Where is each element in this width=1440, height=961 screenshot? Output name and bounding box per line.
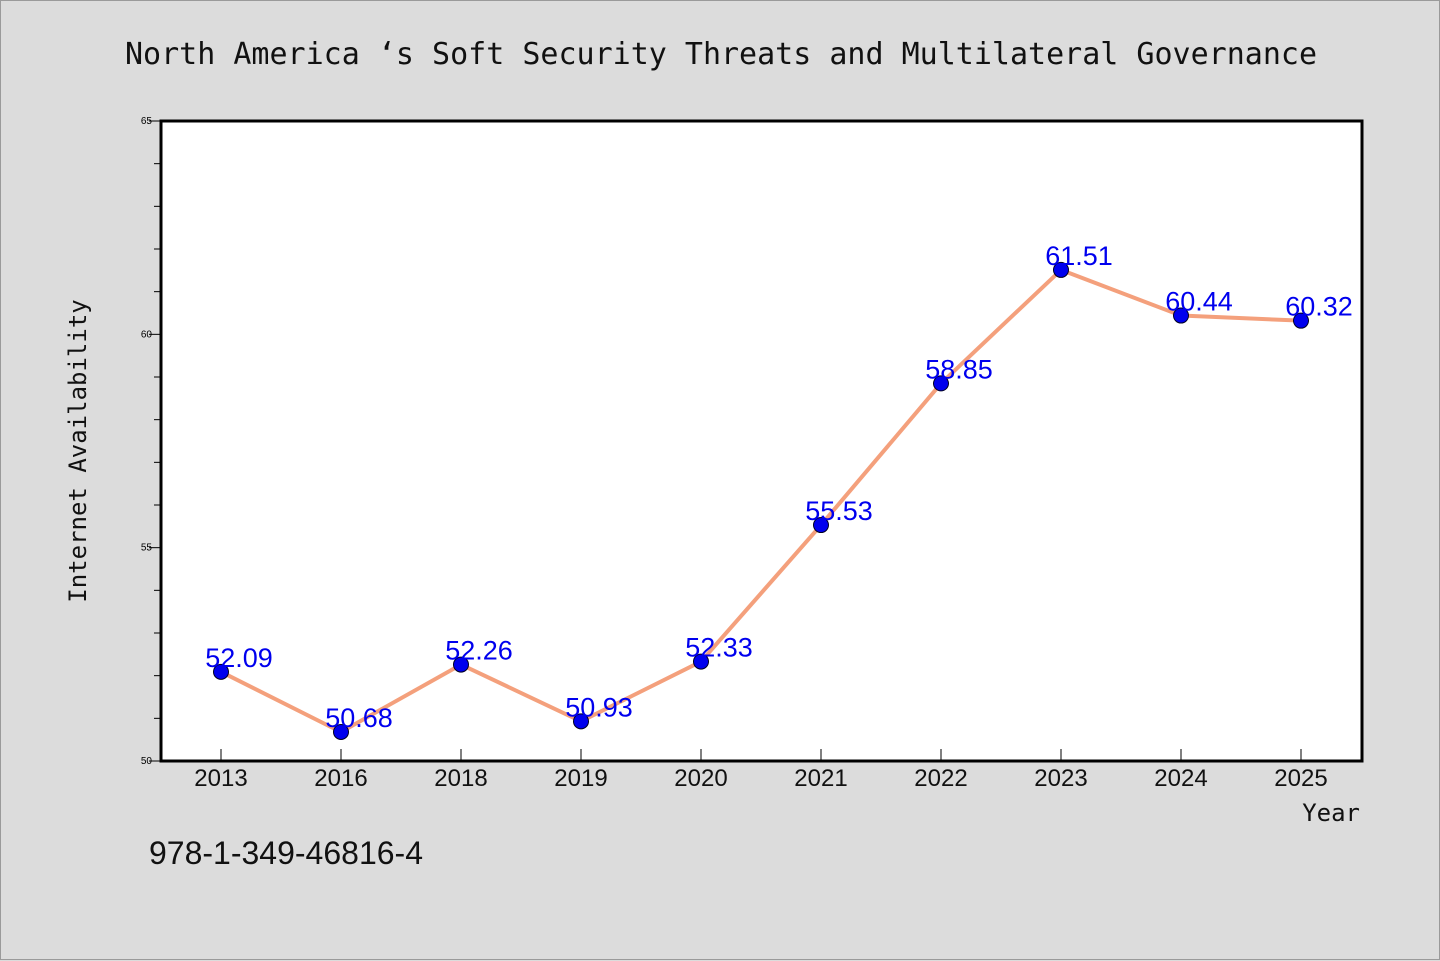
data-point <box>333 723 349 740</box>
y-tick-label: 65 <box>141 116 153 127</box>
data-point <box>693 653 709 670</box>
y-tick-label: 55 <box>141 543 153 554</box>
x-tick-label: 2016 <box>314 765 367 792</box>
x-tick-label: 2018 <box>434 765 487 792</box>
x-tick-label: 2024 <box>1154 765 1207 792</box>
y-axis: 50 55 60 65 <box>141 116 161 767</box>
chart-title: North America ‘s Soft Security Threats a… <box>124 37 1318 72</box>
data-point <box>933 375 949 392</box>
data-label: 50.68 <box>325 703 393 733</box>
x-tick-label: 2025 <box>1274 765 1327 792</box>
data-label: 52.26 <box>445 636 513 666</box>
series-line <box>220 267 1302 734</box>
x-axis-label: Year <box>1302 799 1360 827</box>
x-tick-label: 2019 <box>554 765 607 792</box>
data-label: 52.33 <box>685 633 753 663</box>
data-point <box>453 656 469 673</box>
data-label: 60.32 <box>1285 292 1353 322</box>
data-label: 61.51 <box>1045 241 1113 271</box>
data-label: 58.85 <box>925 354 993 384</box>
plot-frame <box>159 119 1364 763</box>
y-tick-label: 50 <box>141 756 153 767</box>
data-point <box>1053 261 1069 278</box>
data-point <box>813 517 829 534</box>
data-point <box>573 713 589 730</box>
isbn-text: 978-1-349-46816-4 <box>149 835 423 871</box>
data-point <box>1293 312 1309 329</box>
data-label: 52.09 <box>205 643 273 673</box>
x-tick-label: 2020 <box>674 765 727 792</box>
data-label: 50.93 <box>565 692 633 722</box>
data-point <box>1173 307 1189 324</box>
x-tick-label: 2022 <box>914 765 967 792</box>
data-label: 60.44 <box>1165 287 1233 317</box>
plot-area <box>161 121 1362 761</box>
x-tick-label: 2023 <box>1034 765 1087 792</box>
x-tick-label: 2013 <box>194 765 247 792</box>
series-line-group <box>220 267 1302 734</box>
x-axis: 2013 2016 2018 2019 2020 2021 2022 2023 2024 2025 <box>194 749 1328 792</box>
series-points-group <box>213 261 1309 740</box>
y-axis-label: Internet Availability <box>64 299 92 602</box>
y-tick-label: 60 <box>141 329 153 340</box>
x-tick-label: 2021 <box>794 765 847 792</box>
data-point <box>213 663 229 680</box>
data-labels-group: 52.09 50.68 52.26 50.93 52.33 55.53 58.85 61.51… <box>205 241 1353 733</box>
data-label: 55.53 <box>805 496 873 526</box>
